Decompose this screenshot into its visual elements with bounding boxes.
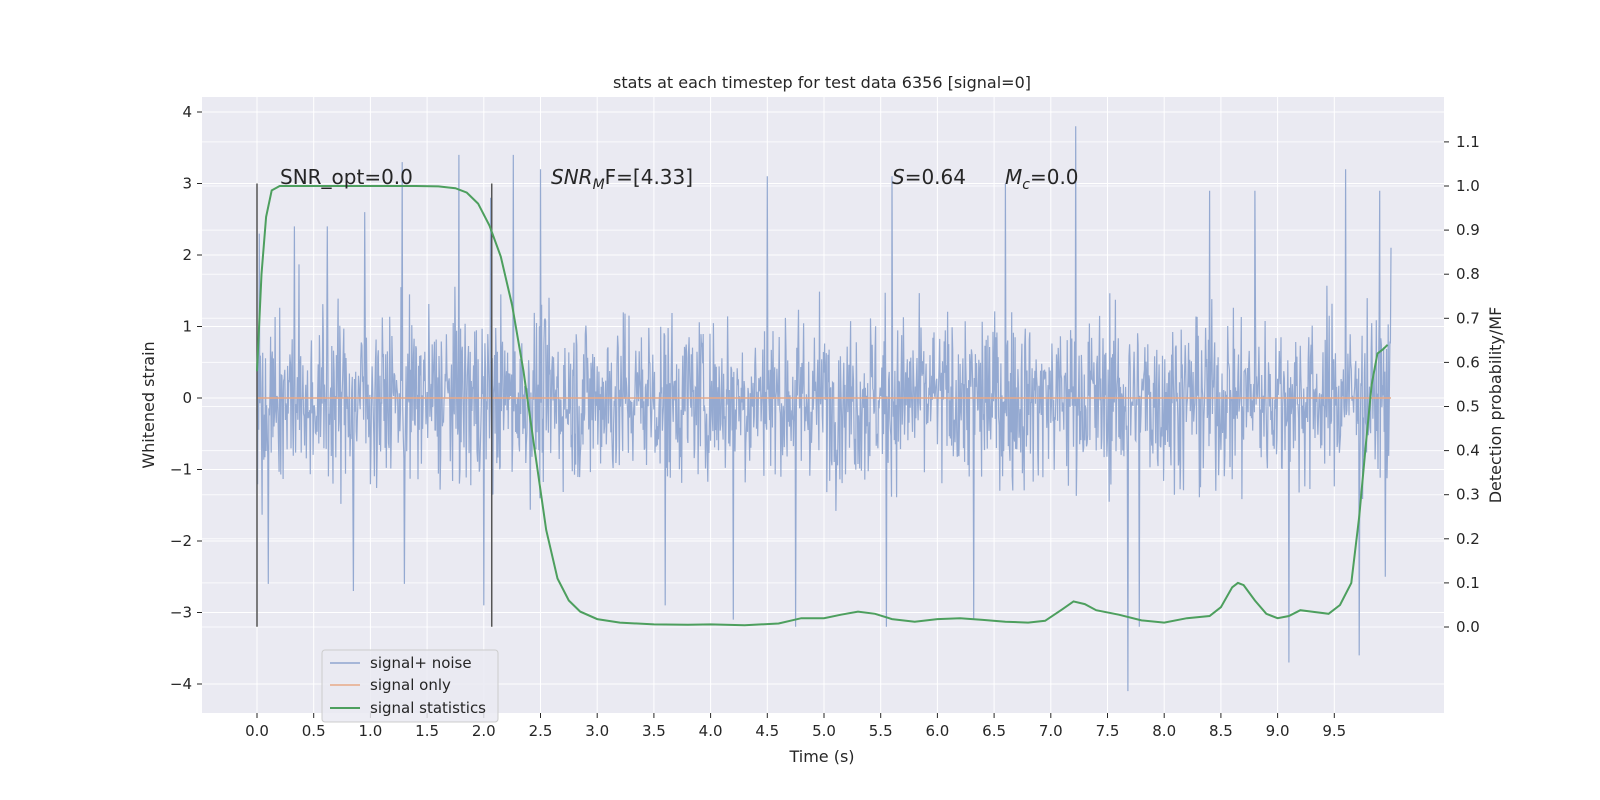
- s-annotation: S=0.64: [892, 165, 966, 189]
- legend-label-signal-only: signal only: [370, 676, 451, 694]
- s-symbol: S: [892, 165, 905, 189]
- series-signal-statistics: [256, 185, 1389, 627]
- s-value: =0.64: [905, 165, 966, 189]
- y-right-tick-label: 0.6: [1456, 353, 1480, 371]
- series-signal-noise: [256, 126, 1392, 692]
- y-right-tick-label: 1.0: [1456, 177, 1480, 195]
- y-tick-label: 0: [182, 389, 192, 407]
- y-tick-label: 4: [182, 103, 192, 121]
- legend-box: [321, 649, 499, 723]
- x-tick-label: 8.5: [1209, 722, 1233, 740]
- x-tick-label: 4.5: [755, 722, 779, 740]
- y-tick-label: −4: [170, 675, 192, 693]
- y-right-tick-label: 1.1: [1456, 133, 1480, 151]
- x-tick-label: 0.5: [302, 722, 326, 740]
- y-right-tick-label: 0.2: [1456, 530, 1480, 548]
- y-right-tick-label: 0.0: [1456, 618, 1480, 636]
- x-tick-label: 7.5: [1096, 722, 1120, 740]
- snr-mf-value: F=[4.33]: [605, 165, 693, 189]
- x-tick-label: 5.5: [869, 722, 893, 740]
- y-tick-labels: 4 3 2 1 0 −1 −2 −3 −4: [170, 103, 202, 693]
- snr-mf-annotation: SNRMF=[4.33]: [551, 165, 693, 193]
- mc-symbol: M: [1005, 165, 1022, 189]
- x-tick-label: 8.0: [1152, 722, 1176, 740]
- snr-opt-annotation: SNR_opt=0.0: [280, 165, 413, 189]
- signal-statistics-line: [256, 185, 1389, 627]
- y-right-tick-label: 0.1: [1456, 574, 1480, 592]
- x-tick-label: 4.0: [699, 722, 723, 740]
- y-tick-label: −2: [170, 532, 192, 550]
- x-tick-label: 3.5: [642, 722, 666, 740]
- x-tick-label: 2.0: [472, 722, 496, 740]
- snr-mf-prefix: SNR: [551, 165, 593, 189]
- x-tick-label: 7.0: [1039, 722, 1063, 740]
- x-tick-label: 9.0: [1266, 722, 1290, 740]
- legend: signal+ noise signal only signal statist…: [321, 649, 499, 723]
- y-right-axis-label: Detection probability/MF: [1486, 307, 1505, 504]
- y-tick-label: 3: [182, 175, 192, 193]
- mc-value: =0.0: [1030, 165, 1079, 189]
- y-right-tick-label: 0.4: [1456, 442, 1480, 460]
- y-tick-label: −1: [170, 461, 192, 479]
- y-right-tick-label: 0.5: [1456, 398, 1480, 416]
- y-right-tick-labels: 1.1 1.0 0.9 0.8 0.7 0.6 0.5 0.4 0.3 0.2 0.1 0.0: [1444, 133, 1480, 636]
- y-right-tick-label: 0.7: [1456, 309, 1480, 327]
- y-right-tick-label: 0.8: [1456, 265, 1480, 283]
- x-tick-label: 1.0: [358, 722, 382, 740]
- legend-label-signal-noise: signal+ noise: [370, 654, 472, 672]
- mc-annotation: Mc=0.0: [1005, 165, 1079, 193]
- x-tick-label: 2.5: [529, 722, 553, 740]
- chart-title: stats at each timestep for test data 635…: [613, 73, 1031, 92]
- x-tick-label: 9.5: [1322, 722, 1346, 740]
- legend-label-signal-statistics: signal statistics: [370, 699, 486, 717]
- x-tick-label: 6.0: [925, 722, 949, 740]
- y-tick-label: 1: [182, 318, 192, 336]
- x-axis-label: Time (s): [788, 747, 854, 766]
- y-right-tick-label: 0.9: [1456, 221, 1480, 239]
- vertical-markers: [256, 183, 493, 627]
- x-tick-label: 3.0: [585, 722, 609, 740]
- y-tick-label: 2: [182, 246, 192, 264]
- x-tick-label: 0.0: [245, 722, 269, 740]
- signal-noise-line: [256, 126, 1392, 692]
- x-tick-label: 1.5: [415, 722, 439, 740]
- snr-mf-subscript: M: [593, 177, 605, 193]
- mc-subscript: c: [1022, 177, 1030, 193]
- x-tick-label: 5.0: [812, 722, 836, 740]
- y-axis-label: Whitened strain: [139, 341, 158, 468]
- x-tick-label: 6.5: [982, 722, 1006, 740]
- y-right-tick-label: 0.3: [1456, 486, 1480, 504]
- x-tick-labels: 0.0 0.5 1.0 1.5 2.0 2.5 3.0 3.5 4.0 4.5 5.0 5.5 6.0 6…: [245, 713, 1346, 740]
- y-tick-label: −3: [170, 604, 192, 622]
